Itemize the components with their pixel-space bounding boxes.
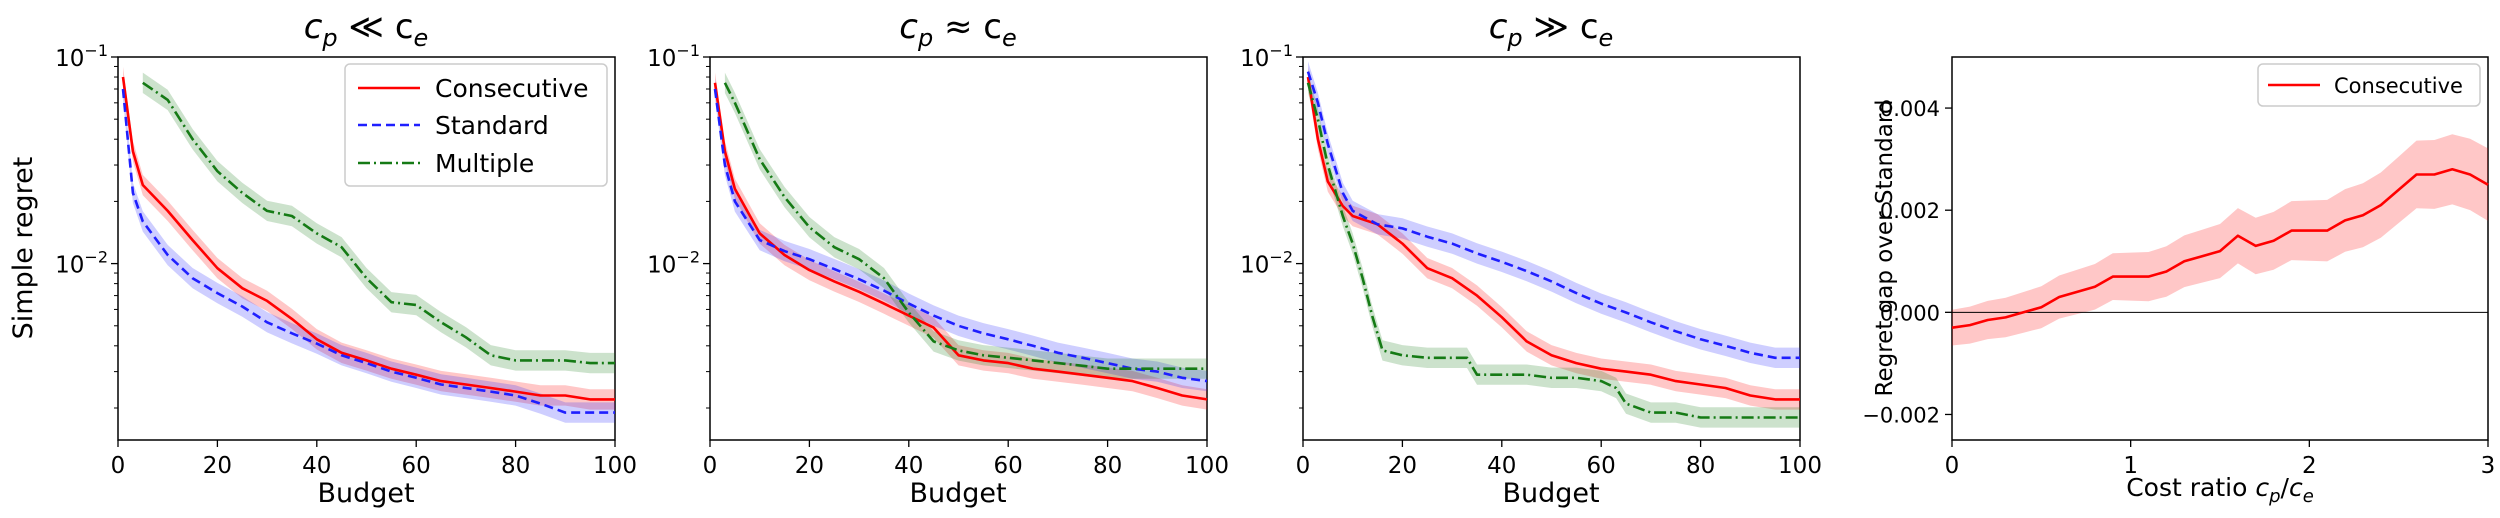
panel-title: cp ≪ ce [304, 7, 429, 52]
x-tick-label: 40 [1487, 453, 1516, 479]
confidence-band-consecutive [1308, 66, 1800, 410]
plot-frame [117, 56, 616, 441]
confidence-band-standard [715, 78, 1207, 392]
y-tick-label: 10−2 [55, 248, 108, 279]
series-line-standard [1306, 71, 1800, 360]
panel-cp-much-less-ce: 0 20 40 60 80 100 10−1 10−2 cp ≪ ce Budget Simp… [8, 7, 637, 509]
y-axis-label: Simple regret [8, 157, 39, 340]
x-tick-label: 80 [1093, 453, 1122, 479]
y-tick-label: 0.004 [1880, 97, 1940, 121]
x-tick-label: 20 [795, 453, 824, 479]
legend-box [344, 63, 608, 187]
x-axis-label: Cost ratio cp/ce [2126, 473, 2314, 507]
confidence-band-standard [123, 78, 615, 423]
x-tick-label: 0 [1945, 453, 1960, 479]
series-line-multiple [142, 81, 615, 365]
x-tick-label: 40 [302, 453, 331, 479]
x-tick-label: 3 [2481, 453, 2496, 479]
legend-label-standard: Standard [435, 111, 549, 140]
panel-cp-much-greater-ce: 0 20 40 60 80 100 10−1 10−2 cp ≫ ce Budget [1240, 7, 1822, 509]
y-tick-label: 10−1 [647, 41, 700, 72]
panel-regret-gap: 0 1 2 3 −0.002 0.000 0.002 0.004 Cost ratio cp/… [1862, 56, 2496, 507]
legend-box [2257, 63, 2481, 107]
series-line-consecutive [1306, 76, 1800, 401]
x-tick-label: 100 [593, 453, 637, 479]
x-tick-label: 60 [1587, 453, 1616, 479]
x-tick-label: 100 [1185, 453, 1229, 479]
x-tick-label: 80 [501, 453, 530, 479]
series-line-standard [713, 88, 1208, 383]
y-tick-label: 10−2 [1240, 248, 1293, 279]
y-tick-label: −0.002 [1862, 403, 1940, 427]
x-tick-label: 20 [1388, 453, 1417, 479]
confidence-band-consecutive [1952, 134, 2488, 346]
plot-frame [1951, 56, 2489, 441]
plot-frame [709, 56, 1208, 441]
legend: Consecutive Standard Multiple [344, 63, 608, 187]
panel-title: cp ≫ ce [1489, 7, 1614, 52]
x-axis-label: Budget [1502, 478, 1599, 509]
confidence-band-multiple [1308, 72, 1800, 428]
panel-cp-approx-ce: 0 20 40 60 80 100 10−1 10−2 cp ≈ ce Budget [647, 7, 1229, 509]
x-tick-label: 0 [111, 453, 126, 479]
panel-title: cp ≈ ce [899, 7, 1017, 52]
x-tick-label: 1 [2123, 453, 2138, 479]
y-tick-label: 10−2 [647, 248, 700, 279]
x-tick-label: 0 [1296, 453, 1311, 479]
x-tick-label: 100 [1778, 453, 1822, 479]
y-axis-label: Regret gap over Standard [1872, 100, 1898, 397]
y-tick-label: 0.000 [1880, 301, 1940, 325]
plot-frame [1302, 56, 1801, 441]
legend-label-consecutive: Consecutive [2334, 74, 2463, 98]
x-tick-label: 80 [1686, 453, 1715, 479]
legend-label-multiple: Multiple [435, 149, 534, 178]
x-tick-label: 40 [894, 453, 923, 479]
x-tick-label: 60 [994, 453, 1023, 479]
x-axis-label: Budget [317, 478, 414, 509]
x-tick-label: 60 [402, 453, 431, 479]
series-line-consecutive [1951, 168, 2489, 329]
y-tick-label: 10−1 [55, 41, 108, 72]
y-tick-label: 10−1 [1240, 41, 1293, 72]
x-tick-label: 20 [203, 453, 232, 479]
y-tick-label: 0.002 [1880, 199, 1940, 223]
x-tick-label: 2 [2302, 453, 2317, 479]
series-line-multiple [1306, 82, 1800, 419]
x-tick-label: 0 [703, 453, 718, 479]
series-line-consecutive [121, 76, 615, 401]
series-line-multiple [723, 82, 1207, 371]
legend-label-consecutive: Consecutive [435, 74, 589, 103]
legend: Consecutive [2257, 63, 2481, 107]
confidence-band-standard [1308, 61, 1800, 369]
x-axis-label: Budget [909, 478, 1006, 509]
